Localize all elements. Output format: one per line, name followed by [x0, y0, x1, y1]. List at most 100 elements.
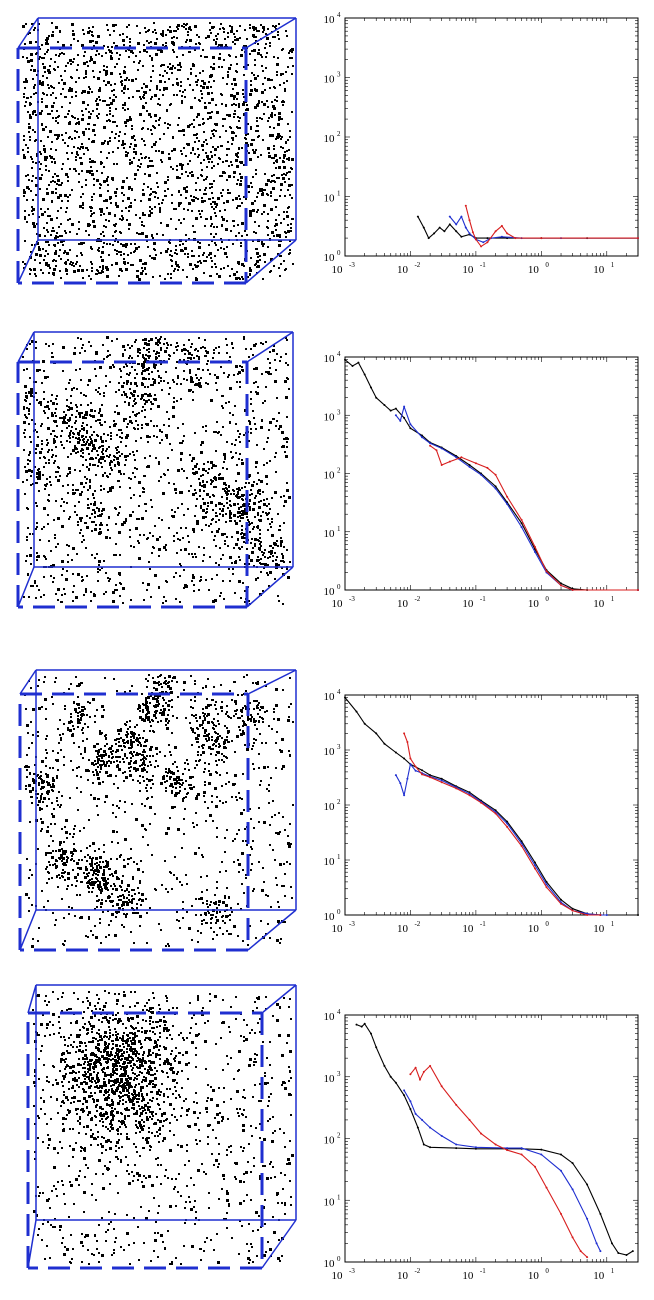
data-point	[486, 237, 488, 239]
data-point	[521, 842, 523, 844]
data-point	[560, 584, 562, 586]
data-point	[560, 1154, 562, 1156]
svg-text:10: 10	[324, 252, 336, 264]
data-point	[406, 778, 408, 780]
data-point	[370, 387, 372, 389]
svg-text:10: 10	[324, 14, 336, 26]
data-point	[403, 758, 405, 760]
data-point	[357, 362, 359, 364]
data-point	[572, 589, 574, 591]
data-point	[572, 910, 574, 912]
series-markers-blue	[395, 763, 608, 916]
series-markers-black	[344, 359, 639, 591]
data-point	[395, 1082, 397, 1084]
series-line-black	[345, 698, 638, 916]
svg-text:-3: -3	[349, 595, 355, 603]
data-point	[501, 236, 503, 238]
data-point	[409, 1073, 411, 1075]
minor-ticks	[345, 695, 638, 915]
x-tick-label: 10-1	[462, 1267, 486, 1282]
data-point	[449, 216, 451, 218]
data-point	[611, 1242, 613, 1244]
cube-panel-4	[28, 985, 296, 1268]
data-point	[429, 445, 431, 447]
data-point	[469, 219, 471, 221]
svg-text:10: 10	[528, 264, 540, 276]
x-tick-label: 10-2	[397, 920, 421, 935]
data-point	[637, 914, 639, 916]
data-point	[455, 230, 457, 232]
data-point	[586, 1256, 588, 1258]
series-line-black	[345, 360, 638, 590]
x-tick-label: 10-3	[332, 261, 356, 276]
data-point	[560, 1213, 562, 1215]
data-point	[469, 232, 471, 234]
data-point	[423, 1144, 425, 1146]
data-point	[599, 914, 601, 916]
svg-text:0: 0	[337, 583, 341, 591]
series-line-red	[404, 733, 600, 915]
data-point	[429, 1146, 431, 1148]
data-point	[506, 1147, 508, 1149]
data-point	[534, 551, 536, 553]
data-point	[441, 779, 443, 781]
data-point	[599, 1250, 601, 1252]
data-point	[572, 1162, 574, 1164]
series-markers-blue	[449, 216, 639, 244]
data-point	[506, 496, 508, 498]
data-point	[586, 914, 588, 916]
data-point	[460, 216, 462, 218]
data-point	[546, 886, 548, 888]
data-point	[441, 464, 443, 466]
svg-text:2: 2	[337, 467, 341, 475]
data-point	[495, 485, 497, 487]
data-point	[475, 462, 477, 464]
particle-points	[32, 990, 294, 1265]
data-point	[521, 519, 523, 521]
data-point	[495, 813, 497, 815]
series-markers-black	[356, 1023, 634, 1256]
x-tick-label: 10-2	[397, 261, 421, 276]
data-point	[501, 225, 503, 227]
svg-text:10: 10	[332, 598, 344, 610]
data-point	[495, 230, 497, 232]
data-point	[415, 1067, 417, 1069]
x-tick-label: 10-3	[332, 1267, 356, 1282]
series-line-red	[410, 1066, 587, 1257]
x-tick-label: 10-1	[462, 261, 486, 276]
plot-frame	[345, 695, 638, 915]
particle-points	[22, 22, 294, 281]
series-line-blue	[396, 407, 638, 590]
series-line-red	[466, 206, 638, 247]
data-point	[596, 1242, 598, 1244]
data-point	[475, 1146, 477, 1148]
series-markers-red	[409, 1065, 588, 1258]
series-markers-black	[417, 216, 639, 240]
svg-text:10: 10	[324, 411, 336, 423]
data-point	[475, 238, 477, 240]
data-point	[403, 1089, 405, 1091]
data-point	[356, 711, 358, 713]
particle-points	[22, 336, 291, 605]
data-point	[540, 1154, 542, 1156]
svg-text:-3: -3	[349, 261, 355, 269]
data-point	[506, 232, 508, 234]
cube-wireframe	[18, 332, 293, 607]
series-line-blue	[396, 764, 607, 915]
data-point	[572, 1236, 574, 1238]
svg-text:1: 1	[337, 190, 341, 198]
data-point	[409, 758, 411, 760]
data-point	[415, 1113, 417, 1115]
data-point	[472, 231, 474, 233]
svg-text:10: 10	[324, 586, 336, 598]
